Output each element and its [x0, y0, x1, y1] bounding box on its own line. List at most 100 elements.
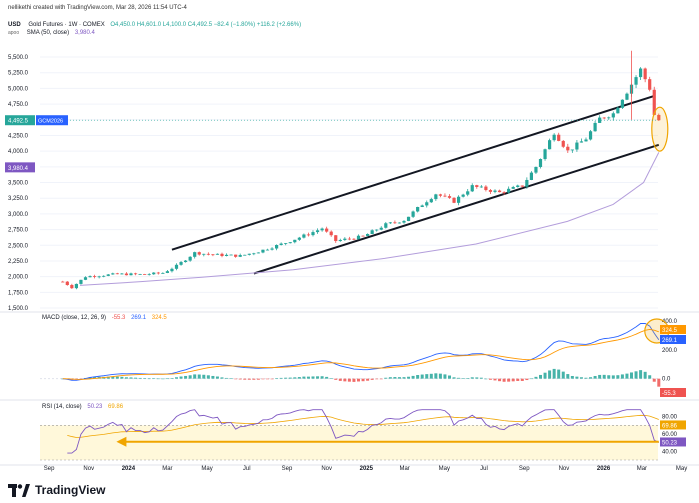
candle-body [179, 262, 183, 265]
candle-body [607, 117, 611, 119]
candle-body [575, 142, 579, 150]
candle-body [548, 140, 552, 150]
macd-hist-bar [593, 376, 597, 379]
chart-credit: nellikethi created with TradingView.com,… [8, 5, 187, 11]
candle-body [379, 227, 383, 230]
price-tick-label: 1,750.0 [8, 290, 29, 296]
tradingview-wordmark: TradingView [35, 483, 106, 497]
candle-body [234, 254, 238, 257]
macd-hist-bar [197, 374, 201, 379]
rsi-value-tag-bg [660, 437, 686, 447]
time-tick-label: Mar [399, 466, 409, 472]
candle-body [470, 185, 474, 192]
tradingview-logo-icon [8, 483, 30, 497]
candle-body [475, 185, 479, 187]
time-tick-label: May [201, 466, 212, 472]
price-tick-label: 3,000.0 [8, 212, 29, 218]
rsi-legend-ma: 69.86 [108, 404, 124, 410]
rsi-legend[interactable]: RSI (14, close) 50.23 69.86 [42, 404, 127, 410]
sma-legend-value: 3,980.4 [74, 30, 95, 36]
macd-hist-bar [266, 378, 269, 380]
macd-hist-bar [152, 378, 156, 380]
macd-hist-bar [138, 377, 142, 379]
macd-line [62, 323, 660, 381]
candle-body [329, 231, 333, 236]
macd-hist-bar [411, 375, 415, 379]
candle-body [206, 253, 210, 255]
macd-hist-bar [416, 375, 420, 379]
price-tick-label: 3,250.0 [8, 196, 29, 202]
price-tick-label: 2,750.0 [8, 228, 29, 234]
candle-body [270, 248, 274, 250]
candle-body [284, 243, 288, 244]
candle-body [366, 233, 370, 236]
time-tick-label: Sep [519, 466, 530, 472]
candle-body [438, 194, 442, 196]
macd-hist-bar [657, 378, 661, 387]
macd-hist-bar [243, 378, 247, 380]
macd-tick-label: 200.0 [662, 348, 678, 354]
candle-body [224, 254, 229, 256]
candle-body [552, 134, 556, 141]
candle-body [602, 117, 606, 119]
candle-body [484, 186, 488, 191]
currency-sub: apoo [8, 30, 20, 36]
price-tick-label: 5,000.0 [8, 86, 29, 92]
candle-body [643, 68, 647, 80]
candle-body [493, 190, 497, 192]
candle-body [639, 68, 643, 78]
macd-hist-bar [611, 375, 615, 379]
candle-body [525, 179, 529, 187]
macd-hist-bar [288, 377, 292, 379]
price-tick-label: 5,500.0 [8, 55, 29, 61]
macd-hist-bar [502, 378, 506, 382]
candle-body [170, 268, 174, 272]
candle-body [279, 243, 283, 245]
macd-legend[interactable]: MACD (close, 12, 26, 9) -55.3 269.1 324.… [42, 315, 171, 321]
macd-hist-bar [129, 377, 133, 379]
candle-body [106, 274, 110, 276]
price-legend: USD Gold Futures · 1W · COMEX O4,450.0 H… [8, 22, 305, 36]
symbol-tag-bg [36, 115, 68, 126]
macd-hist-bar [602, 374, 606, 379]
macd-hist-bar [297, 377, 301, 379]
rsi-arrow-head [116, 436, 127, 447]
candle-body [452, 197, 456, 203]
candle-body [488, 190, 493, 192]
macd-hist-bar [393, 377, 397, 379]
rsi-tick-label: 40.00 [662, 449, 678, 455]
macd-hist-bar [215, 376, 219, 379]
macd-legend-signal: 324.5 [151, 315, 167, 321]
candles [61, 50, 669, 290]
time-tick-label: May [676, 466, 687, 472]
macd-pane: 400.0 200.0 0.0 324.5 269.1 -55.3 [40, 318, 686, 397]
candle-body [543, 149, 547, 160]
candle-body [384, 223, 388, 228]
macd-hist-bar [616, 375, 620, 379]
sma-line [79, 152, 660, 286]
symbol-label[interactable]: Gold Futures · 1W · COMEX [28, 22, 105, 28]
tradingview-brand[interactable]: TradingView [8, 483, 105, 497]
macd-hist-bar [161, 378, 165, 380]
candle-body [447, 196, 452, 198]
last-price-tag-bg [5, 115, 35, 126]
candle-body [347, 238, 351, 240]
macd-hist-bar [206, 375, 210, 379]
time-tick-label: 2025 [360, 466, 374, 472]
macd-hist-bar [379, 378, 383, 380]
candle-body [252, 253, 256, 255]
candle-body [425, 202, 429, 206]
ohlc-values: O4,450.0 H4,601.0 L4,100.0 C4,492.5 −82.… [110, 22, 302, 28]
last-price-tag: 4,492.5 [8, 119, 29, 125]
candle-body [211, 254, 215, 256]
candle-body [215, 253, 220, 255]
macd-hist-bar [420, 374, 424, 379]
symbol-tag: GCM2026 [38, 119, 63, 125]
macd-hist-bar [88, 377, 92, 379]
candle-body [338, 239, 342, 242]
macd-hist-bar [461, 378, 465, 379]
sma-legend[interactable]: SMA (50, close) [26, 30, 70, 36]
candle-body [570, 149, 574, 151]
macd-value-tag-bg [660, 388, 686, 397]
macd-hist-bar [470, 377, 474, 379]
